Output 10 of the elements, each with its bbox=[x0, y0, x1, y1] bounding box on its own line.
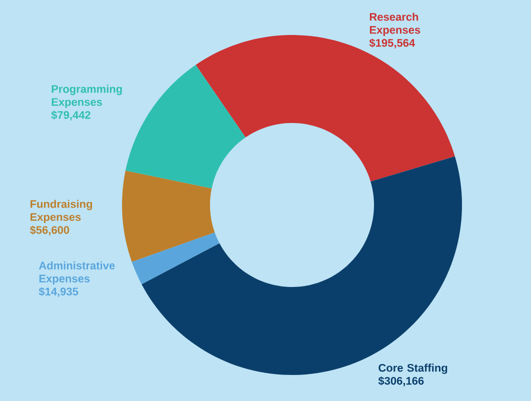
slice-label: Administrative Expenses bbox=[38, 261, 115, 285]
data-label: $56,600 bbox=[30, 226, 70, 236]
data-label: $306,166 bbox=[378, 376, 424, 386]
slice-label: Core Staffing bbox=[378, 364, 448, 374]
slice-label: Programming Expenses bbox=[52, 84, 122, 108]
data-label: $14,935 bbox=[38, 287, 78, 298]
slice-label: Research Expenses bbox=[370, 12, 420, 36]
data-label: $79,442 bbox=[51, 110, 90, 120]
slice-label: Fundraising Expenses bbox=[30, 200, 92, 224]
data-label: $195,564 bbox=[369, 38, 416, 48]
